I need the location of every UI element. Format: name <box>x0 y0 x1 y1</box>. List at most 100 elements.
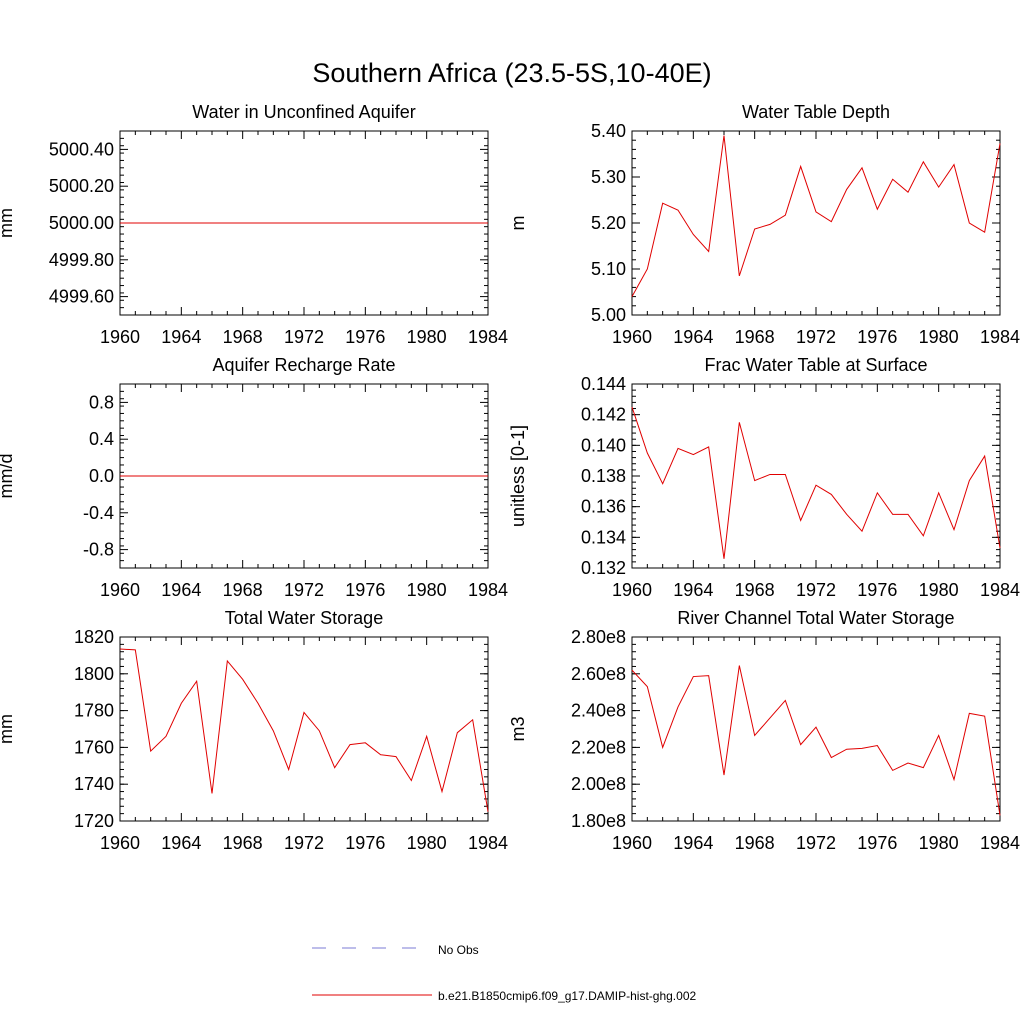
panel-title: River Channel Total Water Storage <box>677 608 954 628</box>
y-tick-label: 0.132 <box>581 558 626 578</box>
chart-panel-4: Frac Water Table at Surface unitless [0-1… <box>508 355 1020 600</box>
x-tick-label: 1980 <box>407 833 447 853</box>
plot-frame <box>119 636 489 822</box>
y-tick-label: 1760 <box>74 737 114 757</box>
panels: Water in Unconfined Aquifer mm 1960 1964 196… <box>0 102 1020 853</box>
x-tick-label: 1960 <box>100 580 140 600</box>
y-tick-label: 0.0 <box>89 466 114 486</box>
x-tick-label: 1984 <box>980 580 1020 600</box>
y-tick-label: 4999.80 <box>49 250 114 270</box>
x-tick-label: 1976 <box>857 327 897 347</box>
y-axis-label: m3 <box>508 716 528 741</box>
x-tick-label: 1976 <box>345 833 385 853</box>
x-tick-label: 1960 <box>612 833 652 853</box>
x-tick-label: 1972 <box>284 327 324 347</box>
y-axis-label: mm/d <box>0 454 16 499</box>
panel-title: Total Water Storage <box>225 608 383 628</box>
series-line <box>119 648 489 812</box>
y-tick-label: 0.140 <box>581 435 626 455</box>
x-tick-label: 1972 <box>796 833 836 853</box>
chart-panel-2: Water Table Depth m 1960 1964 1968 1972 1976 19… <box>508 102 1020 347</box>
y-tick-label: 5.00 <box>591 305 626 325</box>
y-tick-label: 0.136 <box>581 497 626 517</box>
y-tick-label: 5000.00 <box>49 213 114 233</box>
plot-frame <box>631 636 1001 822</box>
x-tick-label: 1964 <box>161 833 201 853</box>
y-tick-label: 0.142 <box>581 405 626 425</box>
y-tick-label: 0.4 <box>89 429 114 449</box>
y-axis-label: mm <box>0 714 16 744</box>
chart-panel-1: Water in Unconfined Aquifer mm 1960 1964 196… <box>0 102 508 347</box>
x-tick-label: 1976 <box>857 833 897 853</box>
plot-frame <box>631 383 1001 569</box>
figure-title: Southern Africa (23.5-5S,10-40E) <box>312 58 711 88</box>
y-tick-label: -0.4 <box>83 503 114 523</box>
x-tick-label: 1976 <box>857 580 897 600</box>
x-tick-label: 1964 <box>673 833 713 853</box>
x-tick-label: 1968 <box>735 580 775 600</box>
y-tick-label: 5.40 <box>591 121 626 141</box>
y-axis-label: m <box>508 216 528 231</box>
y-tick-label: 5000.40 <box>49 139 114 159</box>
x-tick-label: 1960 <box>100 833 140 853</box>
y-tick-label: 0.134 <box>581 527 626 547</box>
y-tick-label: 1800 <box>74 664 114 684</box>
x-tick-label: 1968 <box>223 327 263 347</box>
y-axis-label: unitless [0-1] <box>508 425 528 527</box>
y-tick-label: 2.60e8 <box>571 664 626 684</box>
legend-entry-no-obs: No Obs <box>312 943 479 957</box>
y-axis-label: mm <box>0 208 16 238</box>
x-tick-label: 1984 <box>468 580 508 600</box>
y-tick-label: 4999.60 <box>49 287 114 307</box>
y-tick-label: 0.138 <box>581 466 626 486</box>
x-tick-label: 1968 <box>735 833 775 853</box>
x-tick-label: 1976 <box>345 327 385 347</box>
x-tick-label: 1972 <box>796 580 836 600</box>
chart-panel-3: Aquifer Recharge Rate mm/d 1960 1964 1968 197… <box>0 355 508 600</box>
plot-frame <box>631 130 1001 316</box>
x-tick-label: 1972 <box>284 580 324 600</box>
series-line <box>631 665 1001 816</box>
legend-label-model-run: b.e21.B1850cmip6.f09_g17.DAMIP-hist-ghg.… <box>438 989 696 1003</box>
x-tick-label: 1980 <box>919 327 959 347</box>
y-tick-label: 5.20 <box>591 213 626 233</box>
x-tick-label: 1968 <box>735 327 775 347</box>
panel-title: Water Table Depth <box>742 102 890 122</box>
y-tick-label: 5.30 <box>591 167 626 187</box>
y-tick-label: 5.10 <box>591 259 626 279</box>
y-tick-label: 0.144 <box>581 374 626 394</box>
panel-title: Aquifer Recharge Rate <box>212 355 395 375</box>
y-tick-label: 1780 <box>74 701 114 721</box>
x-tick-label: 1980 <box>407 327 447 347</box>
x-tick-label: 1964 <box>161 327 201 347</box>
series-line <box>631 135 1001 297</box>
x-tick-label: 1980 <box>919 580 959 600</box>
x-tick-label: 1984 <box>980 327 1020 347</box>
x-tick-label: 1960 <box>612 327 652 347</box>
y-tick-label: 1.80e8 <box>571 811 626 831</box>
y-tick-label: 2.40e8 <box>571 701 626 721</box>
series-line <box>631 406 1001 559</box>
legend-label-no-obs: No Obs <box>438 943 479 957</box>
y-tick-label: 1820 <box>74 627 114 647</box>
y-tick-label: 5000.20 <box>49 176 114 196</box>
y-tick-label: 0.8 <box>89 392 114 412</box>
x-tick-label: 1972 <box>284 833 324 853</box>
x-tick-label: 1968 <box>223 833 263 853</box>
y-tick-label: 1740 <box>74 774 114 794</box>
x-tick-label: 1984 <box>468 833 508 853</box>
x-tick-label: 1972 <box>796 327 836 347</box>
y-tick-label: 2.20e8 <box>571 737 626 757</box>
legend: No Obs b.e21.B1850cmip6.f09_g17.DAMIP-hi… <box>312 943 696 1003</box>
x-tick-label: 1968 <box>223 580 263 600</box>
x-tick-label: 1980 <box>407 580 447 600</box>
y-tick-label: 2.80e8 <box>571 627 626 647</box>
x-tick-label: 1984 <box>980 833 1020 853</box>
panel-title: Frac Water Table at Surface <box>704 355 927 375</box>
legend-entry-model-run: b.e21.B1850cmip6.f09_g17.DAMIP-hist-ghg.… <box>312 989 696 1003</box>
x-tick-label: 1960 <box>612 580 652 600</box>
y-tick-label: -0.8 <box>83 540 114 560</box>
x-tick-label: 1984 <box>468 327 508 347</box>
